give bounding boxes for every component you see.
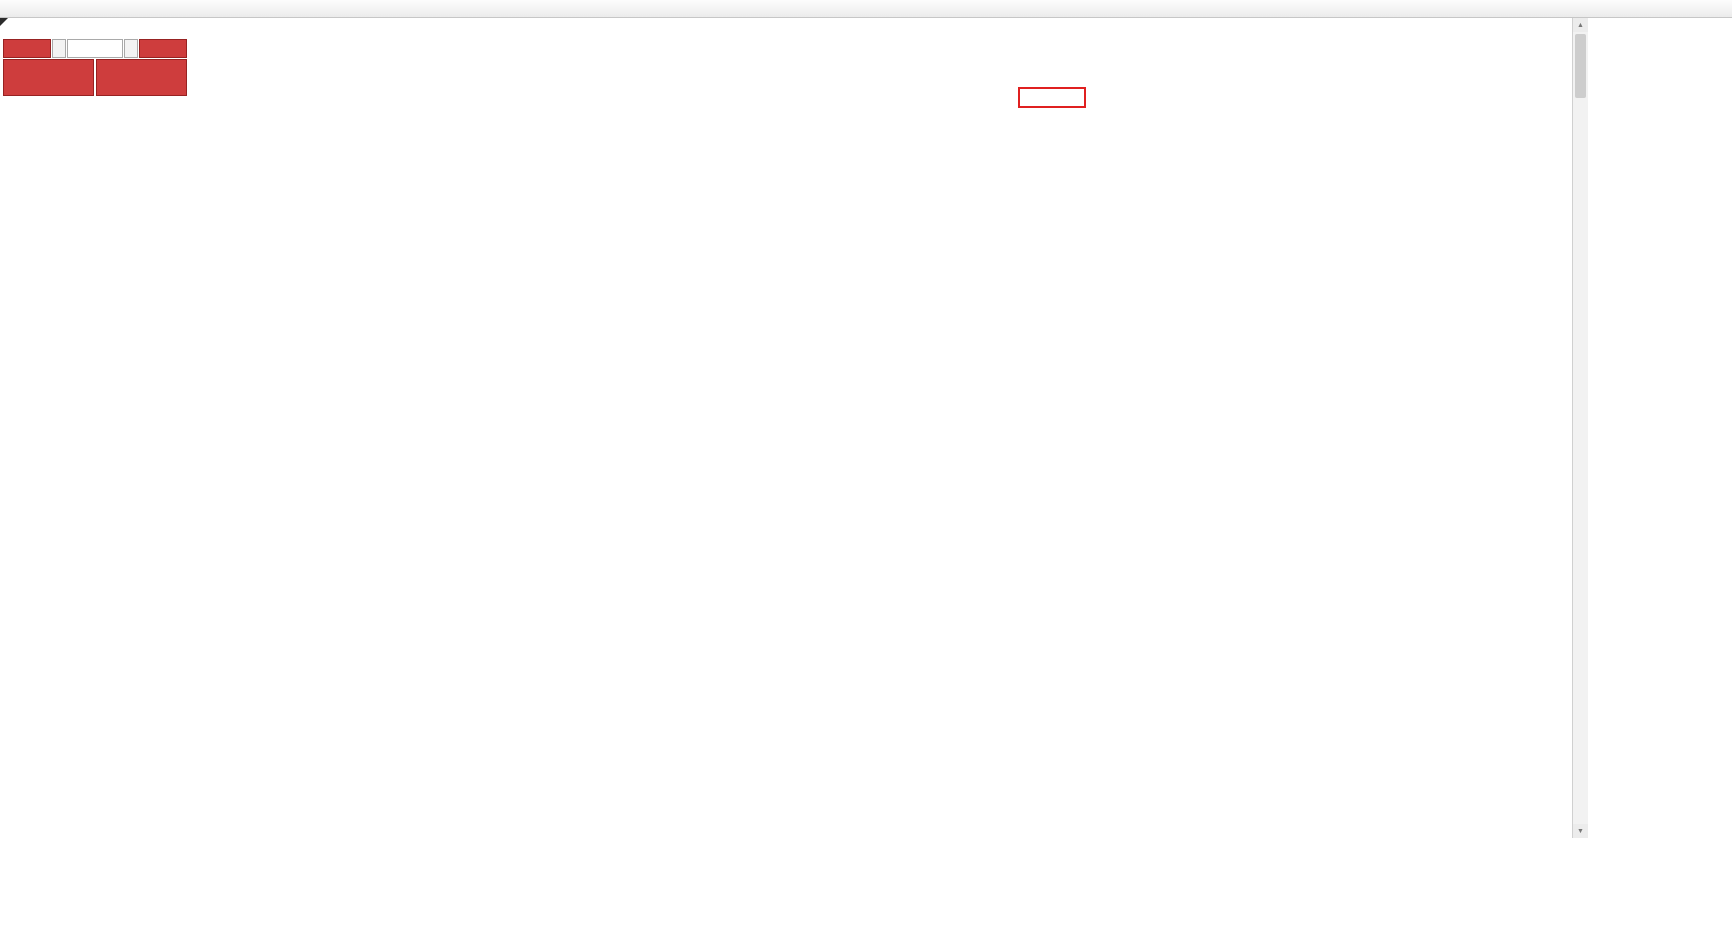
one-click-collapse-toggle[interactable] xyxy=(0,18,8,26)
right-price-axis[interactable] xyxy=(0,18,1590,856)
volume-input[interactable] xyxy=(67,39,123,58)
time-axis[interactable] xyxy=(0,841,1520,856)
main-toolbar xyxy=(0,0,1732,18)
scroll-down-arrow-icon[interactable]: ▼ xyxy=(1573,824,1588,838)
scrollbar-thumb[interactable] xyxy=(1575,34,1586,98)
one-click-trading-widget xyxy=(3,39,187,96)
chart-window: ▲ ▼ xyxy=(0,18,1590,944)
sell-button[interactable] xyxy=(3,39,51,58)
macd-indicator-label xyxy=(4,530,15,541)
buy-button[interactable] xyxy=(139,39,187,58)
sell-price[interactable] xyxy=(3,59,94,96)
rsi-indicator-label xyxy=(4,681,10,692)
volume-decrease-button[interactable] xyxy=(52,39,66,58)
buy-price[interactable] xyxy=(96,59,187,96)
volume-increase-button[interactable] xyxy=(124,39,138,58)
price-level-note[interactable] xyxy=(1018,87,1086,108)
vertical-scrollbar[interactable]: ▲ ▼ xyxy=(1572,18,1588,838)
scroll-up-arrow-icon[interactable]: ▲ xyxy=(1573,18,1588,32)
